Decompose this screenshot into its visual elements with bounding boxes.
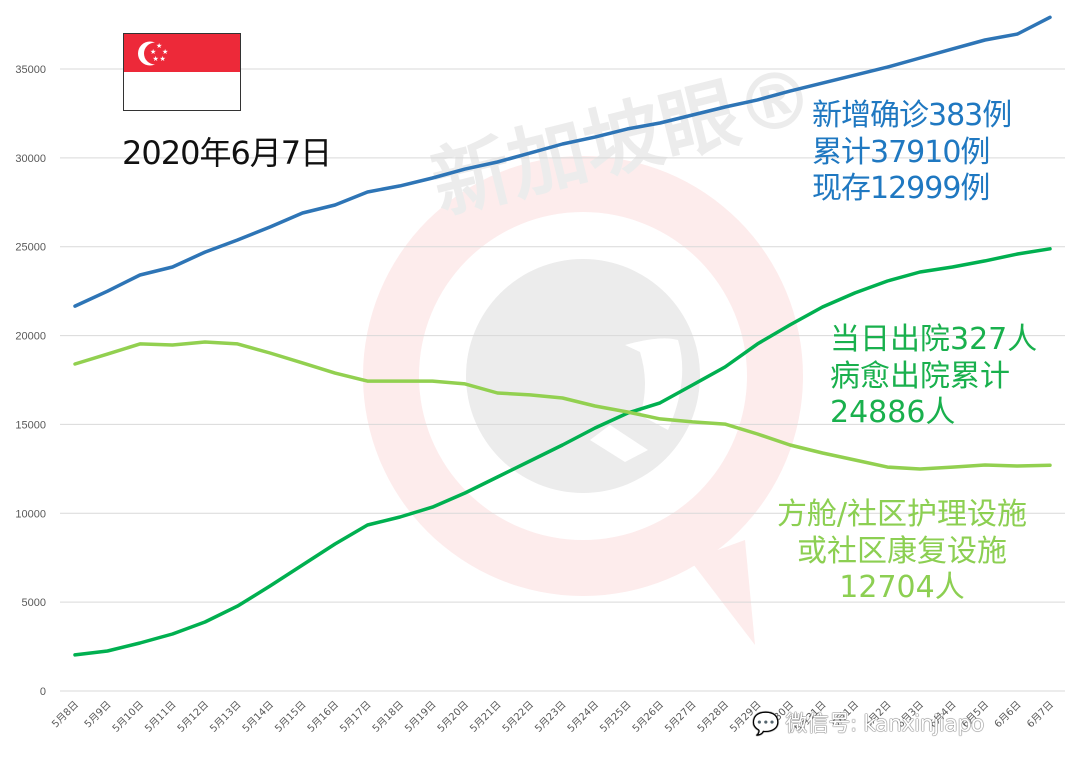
x-tick-label: 5月11日 — [142, 699, 178, 735]
svg-text:★: ★ — [160, 55, 166, 63]
x-tick-label: 5月21日 — [467, 699, 503, 735]
x-tick-label: 5月25日 — [597, 699, 633, 735]
y-tick-label: 10000 — [15, 508, 46, 520]
annotation-facilities-line1: 方舱/社区护理设施 — [776, 497, 1028, 532]
x-tick-label: 5月17日 — [337, 699, 373, 735]
annotation-discharged-label: 病愈出院累计 — [830, 358, 1010, 394]
annotation-facilities-line2: 或社区康复设施 — [797, 533, 1007, 569]
x-tick-label: 5月14日 — [240, 699, 276, 735]
x-tick-label: 5月27日 — [662, 699, 698, 735]
series-discharged-line — [73, 247, 1052, 657]
x-tick-label: 5月13日 — [207, 699, 243, 735]
x-tick-label: 5月10日 — [110, 699, 146, 735]
singapore-flag: ★ ★ ★ ★ ★ — [123, 33, 241, 111]
y-tick-label: 15000 — [15, 419, 46, 431]
annotation-facilities: 方舱/社区护理设施 或社区康复设施 12704人 — [742, 497, 1062, 607]
x-tick-label: 5月8日 — [49, 699, 81, 731]
y-tick-label: 5000 — [22, 597, 46, 609]
x-tick-label: 5月15日 — [272, 699, 308, 735]
annotation-facilities-count: 12704人 — [839, 570, 965, 606]
x-tick-label: 5月19日 — [402, 699, 438, 735]
y-tick-label: 20000 — [15, 331, 46, 343]
annotation-daily-discharged: 当日出院327人 — [830, 322, 1038, 357]
series-lines — [73, 15, 1052, 657]
annotation-confirmed: 新增确诊383例 累计37910例 现存12999例 — [812, 98, 1012, 208]
x-tick-label: 5月22日 — [500, 699, 536, 735]
y-tick-label: 30000 — [15, 153, 46, 165]
y-tick-label: 0 — [40, 686, 46, 698]
x-tick-label: 5月20日 — [435, 699, 471, 735]
x-tick-label: 5月26日 — [630, 699, 666, 735]
wechat-id: 微信号: kanxinjiapo — [785, 712, 984, 737]
x-tick-label: 5月18日 — [370, 699, 406, 735]
svg-text:★: ★ — [162, 48, 168, 56]
x-tick-label: 5月9日 — [82, 699, 114, 731]
wechat-icon: 💬 — [752, 712, 779, 737]
svg-text:★: ★ — [150, 48, 156, 56]
svg-text:★: ★ — [156, 42, 162, 50]
annotation-total-confirmed: 累计37910例 — [812, 134, 990, 170]
x-tick-label: 5月23日 — [532, 699, 568, 735]
x-tick-label: 5月28日 — [695, 699, 731, 735]
annotation-new-confirmed: 新增确诊383例 — [812, 98, 1012, 133]
series-facilities-line — [73, 340, 1052, 471]
y-tick-label: 35000 — [15, 64, 46, 76]
crescent-stars-icon: ★ ★ ★ ★ ★ — [138, 41, 168, 66]
x-tick-label: 5月24日 — [565, 699, 601, 735]
y-tick-label: 25000 — [15, 242, 46, 254]
annotation-discharged: 当日出院327人 病愈出院累计 24886人 — [830, 322, 1037, 432]
svg-text:★: ★ — [153, 55, 159, 63]
x-tick-label: 6月6日 — [992, 699, 1024, 731]
series-confirmed-line — [73, 15, 1052, 308]
x-tick-label: 5月16日 — [305, 699, 341, 735]
y-axis-labels: 0 5000 10000 15000 20000 25000 30000 35000 — [15, 64, 46, 698]
gridlines — [60, 68, 1065, 692]
wechat-watermark: 💬 微信号: kanxinjiapo — [752, 706, 984, 738]
annotation-discharged-total: 24886人 — [830, 395, 956, 431]
annotation-active-cases: 现存12999例 — [812, 171, 990, 207]
flag-white-band — [124, 72, 240, 110]
x-tick-label: 5月12日 — [175, 699, 211, 735]
x-tick-label: 6月7日 — [1024, 699, 1056, 731]
chart-date-title: 2020年6月7日 — [122, 134, 332, 172]
